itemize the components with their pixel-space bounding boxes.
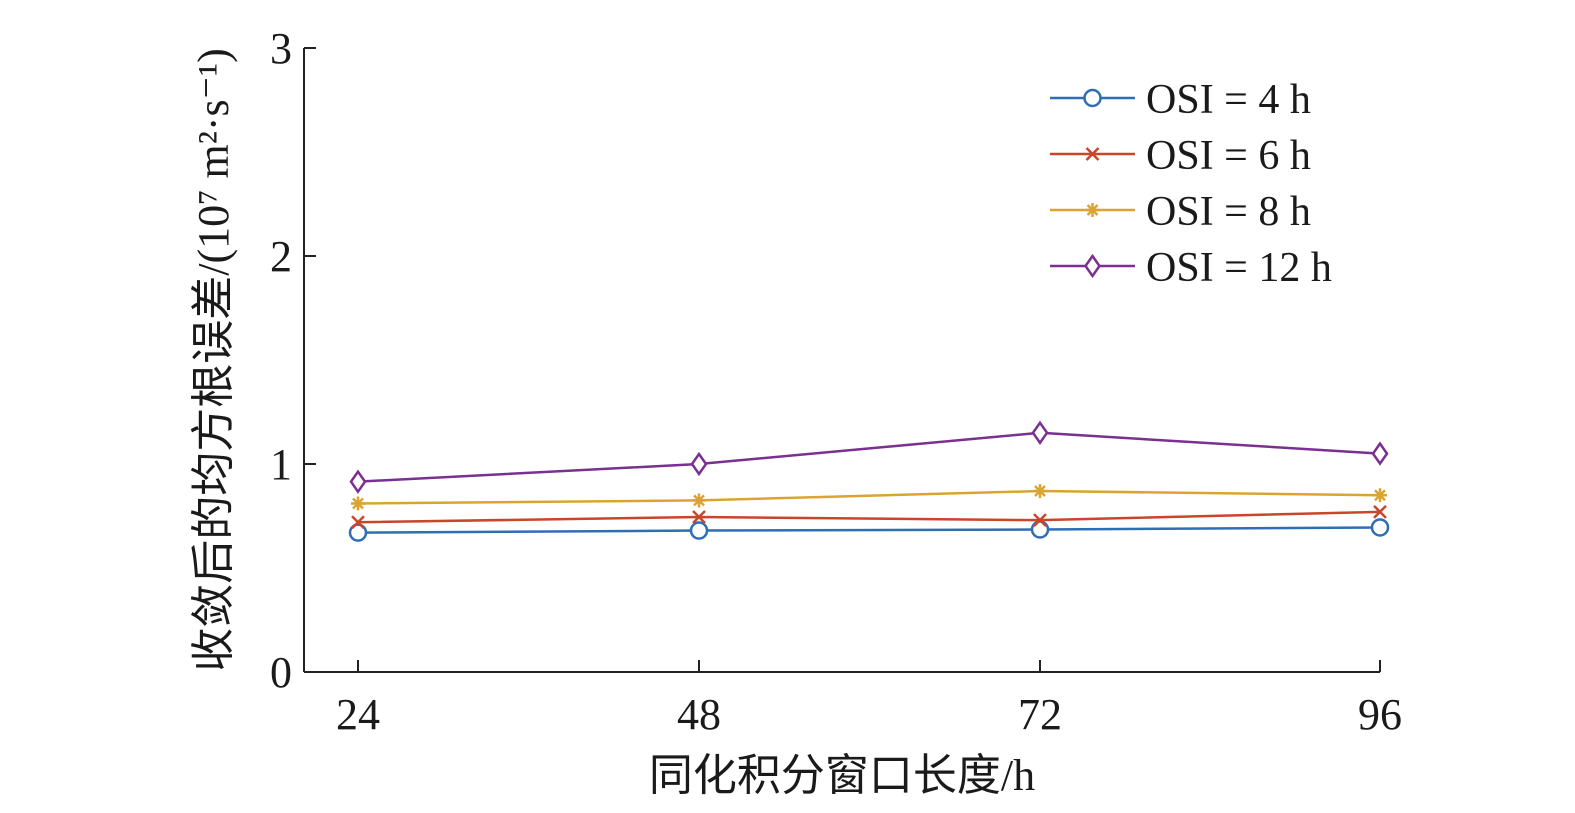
data-point-stroke	[1085, 147, 1100, 161]
axes: 0 1 2 3 24 48 72 96	[270, 24, 1402, 739]
legend-label: OSI = 4 h	[1146, 77, 1311, 123]
legend-item: OSI = 4 h	[1050, 77, 1311, 123]
x-tick-label: 48	[677, 690, 721, 739]
data-point	[1370, 518, 1390, 537]
series-line	[357, 510, 1381, 524]
series-2	[351, 504, 1387, 530]
data-point	[348, 523, 368, 542]
series-3	[351, 484, 1387, 511]
legend-item: OSI = 6 h	[1050, 133, 1311, 179]
y-tick-label: 2	[270, 232, 292, 281]
legend-label: OSI = 6 h	[1146, 133, 1311, 179]
data-point	[351, 515, 365, 530]
data-point-stroke	[1373, 504, 1387, 519]
data-point	[1033, 513, 1047, 528]
legend-label: OSI = 8 h	[1146, 189, 1311, 235]
data-point-stroke	[352, 497, 364, 510]
series-layer	[348, 420, 1390, 542]
data-point	[351, 496, 365, 511]
data-point	[1085, 203, 1100, 217]
legend-item: OSI = 12 h	[1050, 245, 1332, 291]
x-tick-label: 96	[1358, 690, 1402, 739]
data-point	[1083, 88, 1102, 108]
data-point	[1373, 488, 1387, 503]
data-point-stroke	[1086, 204, 1099, 216]
y-tick-label: 1	[270, 440, 292, 489]
data-point	[1371, 441, 1389, 466]
data-point-stroke	[1034, 485, 1046, 497]
data-point-stroke	[692, 510, 706, 524]
series-line	[357, 526, 1381, 534]
series-4	[349, 420, 1389, 494]
data-point	[349, 469, 367, 494]
series-1	[348, 518, 1390, 542]
data-point-stroke	[693, 494, 705, 507]
x-axis-title: 同化积分窗口长度/h	[649, 751, 1035, 800]
data-point	[690, 451, 708, 477]
series-line	[357, 431, 1381, 483]
data-point	[692, 493, 706, 508]
y-axis-title: 收敛后的均方根误差/(10⁷ m²·s⁻¹)	[189, 48, 238, 671]
data-point	[692, 510, 706, 524]
y-tick-label: 3	[270, 24, 292, 73]
legend: OSI = 4 h OSI = 6 h OSI = 8 h OSI = 12 h	[1050, 77, 1332, 291]
data-point-stroke	[1033, 513, 1047, 528]
data-point-stroke	[1374, 489, 1386, 502]
data-point-stroke	[351, 515, 365, 530]
data-point	[1085, 147, 1100, 161]
y-tick-label: 0	[270, 648, 292, 697]
data-point	[1373, 504, 1387, 519]
x-tick-label: 72	[1018, 690, 1062, 739]
data-point	[689, 521, 709, 540]
x-tick-label: 24	[336, 690, 380, 739]
data-point	[1031, 420, 1049, 445]
legend-label: OSI = 12 h	[1146, 245, 1332, 291]
data-point	[1083, 253, 1102, 279]
legend-item: OSI = 8 h	[1050, 189, 1311, 235]
data-point	[1033, 484, 1047, 499]
data-point	[1030, 520, 1050, 539]
series-line	[357, 489, 1381, 505]
